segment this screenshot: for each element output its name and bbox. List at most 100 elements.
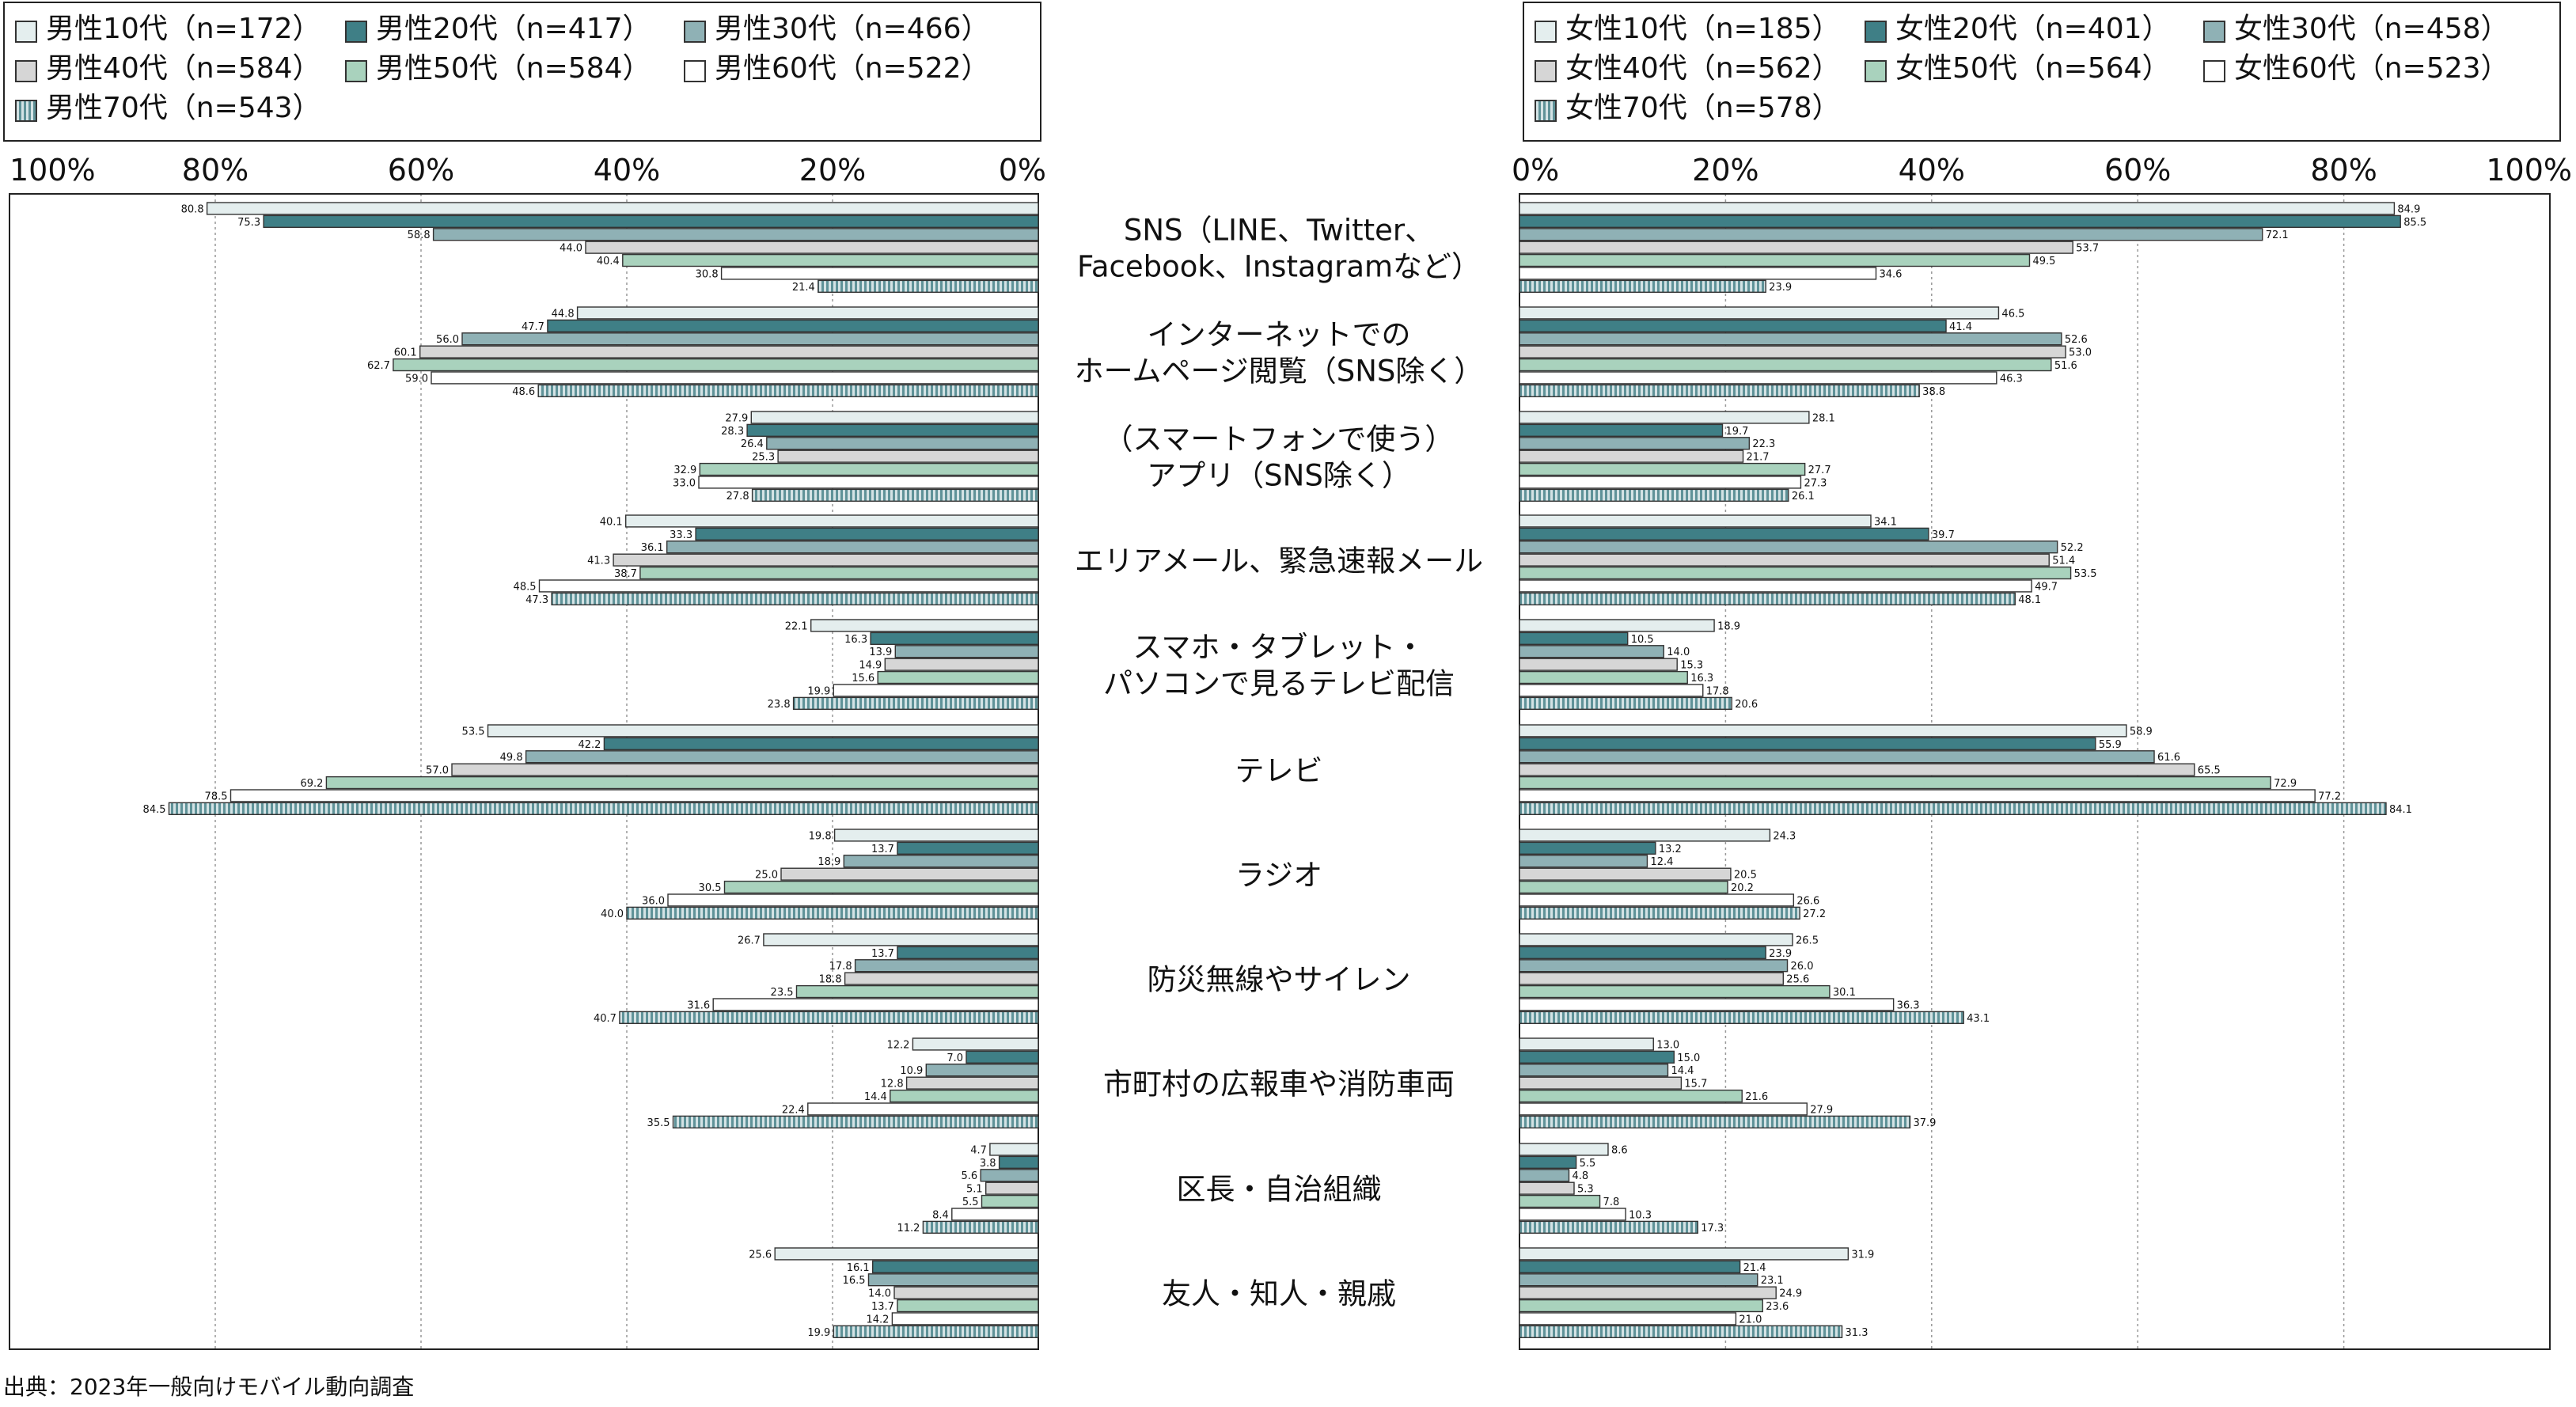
bar bbox=[672, 1115, 1039, 1129]
legend-swatch bbox=[2203, 21, 2225, 43]
bar bbox=[639, 566, 1039, 580]
legend-swatch bbox=[2203, 60, 2225, 82]
bar bbox=[870, 631, 1039, 646]
bar bbox=[1519, 893, 1795, 907]
bar bbox=[1519, 1102, 1808, 1116]
data-label: 26.7 bbox=[738, 935, 761, 946]
data-label: 85.5 bbox=[2403, 217, 2426, 229]
category-label-line: Facebook、Instagramなど） bbox=[1077, 249, 1481, 283]
data-label: 80.8 bbox=[181, 203, 204, 215]
data-label: 15.7 bbox=[1684, 1079, 1707, 1090]
data-label: 69.2 bbox=[300, 778, 323, 790]
bar bbox=[795, 984, 1039, 999]
data-label: 8.6 bbox=[1611, 1144, 1628, 1156]
bar bbox=[1519, 1076, 1683, 1090]
data-label: 23.1 bbox=[1761, 1275, 1784, 1287]
tick-label: 60% bbox=[388, 153, 454, 188]
data-label: 18.9 bbox=[818, 856, 840, 868]
bar bbox=[877, 670, 1039, 685]
data-label: 78.5 bbox=[205, 791, 228, 802]
data-label: 62.7 bbox=[367, 360, 390, 372]
legend-male: 男性10代（n=172） 男性20代（n=417） 男性30代（n=466） 男性40… bbox=[3, 2, 1041, 142]
bar bbox=[1519, 345, 2066, 358]
legend-label: 男性30代（n=466） bbox=[715, 13, 990, 45]
data-label: 27.8 bbox=[727, 491, 749, 502]
legend-label: 男性40代（n=584） bbox=[46, 52, 321, 85]
bar bbox=[1519, 449, 1744, 463]
data-label: 48.1 bbox=[2018, 594, 2041, 606]
bar bbox=[1519, 1181, 1575, 1195]
tick-label: 40% bbox=[1899, 153, 1965, 188]
data-label: 36.0 bbox=[642, 895, 665, 907]
bar bbox=[393, 358, 1039, 372]
bar bbox=[1519, 867, 1732, 881]
data-label: 58.8 bbox=[408, 229, 431, 241]
bar bbox=[1519, 906, 1800, 920]
bar bbox=[1519, 684, 1704, 697]
source-note: 出典：2023年一般向けモバイル動向調査 bbox=[3, 1374, 414, 1400]
bar bbox=[1519, 1050, 1675, 1064]
bar bbox=[1519, 933, 1793, 946]
bar bbox=[1519, 998, 1895, 1011]
bar bbox=[884, 658, 1039, 671]
bar bbox=[1519, 1155, 1577, 1170]
bar bbox=[1519, 319, 1947, 332]
bar bbox=[1519, 384, 1920, 397]
data-label: 5.3 bbox=[1577, 1184, 1594, 1196]
data-label: 53.5 bbox=[462, 726, 485, 738]
category-label: 友人・知人・親戚 bbox=[1162, 1276, 1396, 1310]
data-label: 15.0 bbox=[1677, 1052, 1700, 1064]
bar bbox=[1519, 241, 2073, 254]
data-label: 46.5 bbox=[2001, 308, 2024, 320]
bar bbox=[905, 1076, 1039, 1090]
data-label: 36.1 bbox=[641, 542, 664, 554]
data-label: 20.2 bbox=[1731, 882, 1754, 894]
bar bbox=[843, 855, 1039, 868]
data-label: 34.1 bbox=[1874, 516, 1897, 528]
data-label: 14.9 bbox=[859, 660, 882, 672]
data-label: 10.9 bbox=[900, 1065, 923, 1077]
bar bbox=[1519, 1299, 1763, 1313]
bar bbox=[1519, 802, 2387, 816]
bar bbox=[966, 1050, 1039, 1064]
bar bbox=[792, 696, 1039, 711]
data-label: 21.4 bbox=[1743, 1262, 1766, 1274]
data-label: 5.6 bbox=[962, 1170, 978, 1182]
bar bbox=[807, 1102, 1039, 1116]
data-label: 47.7 bbox=[522, 321, 544, 333]
legend-label: 女性60代（n=523） bbox=[2234, 52, 2510, 85]
data-label: 13.9 bbox=[869, 647, 892, 658]
data-label: 18.9 bbox=[1717, 620, 1740, 632]
data-label: 19.9 bbox=[807, 685, 830, 697]
category-label: 防災無線やサイレン bbox=[1148, 962, 1411, 996]
category-label-line: （スマートフォンで使う） bbox=[1104, 422, 1455, 456]
bar bbox=[432, 228, 1039, 241]
bar bbox=[576, 306, 1039, 320]
data-label: 72.1 bbox=[2266, 229, 2289, 241]
bar bbox=[867, 1273, 1039, 1287]
data-label: 16.3 bbox=[1690, 673, 1713, 685]
data-label: 21.4 bbox=[792, 282, 815, 294]
category-label-line: 市町村の広報車や消防車両 bbox=[1103, 1067, 1455, 1101]
bar bbox=[998, 1155, 1039, 1170]
data-label: 11.2 bbox=[897, 1223, 920, 1234]
bar bbox=[551, 592, 1039, 606]
bar bbox=[854, 959, 1039, 973]
bar bbox=[1519, 763, 2195, 776]
bar bbox=[989, 1143, 1039, 1156]
bar bbox=[894, 645, 1039, 658]
legend-label: 女性50代（n=564） bbox=[1895, 52, 2171, 85]
legend-label: 女性10代（n=185） bbox=[1565, 13, 1841, 45]
bar bbox=[922, 1220, 1039, 1234]
bar bbox=[1519, 972, 1785, 985]
data-label: 16.5 bbox=[843, 1275, 866, 1287]
data-label: 21.6 bbox=[1745, 1091, 1768, 1103]
category-label-line: SNS（LINE、Twitter、 bbox=[1124, 213, 1434, 247]
category-labels: SNS（LINE、Twitter、 Facebook、Instagramなど） イン… bbox=[1075, 213, 1484, 1310]
data-label: 26.4 bbox=[741, 438, 764, 450]
data-label: 38.7 bbox=[614, 568, 637, 580]
category-label-line: 友人・知人・親戚 bbox=[1162, 1276, 1396, 1310]
bar bbox=[1519, 670, 1688, 685]
data-label: 57.0 bbox=[426, 765, 449, 777]
legend-swatch bbox=[1865, 21, 1887, 43]
